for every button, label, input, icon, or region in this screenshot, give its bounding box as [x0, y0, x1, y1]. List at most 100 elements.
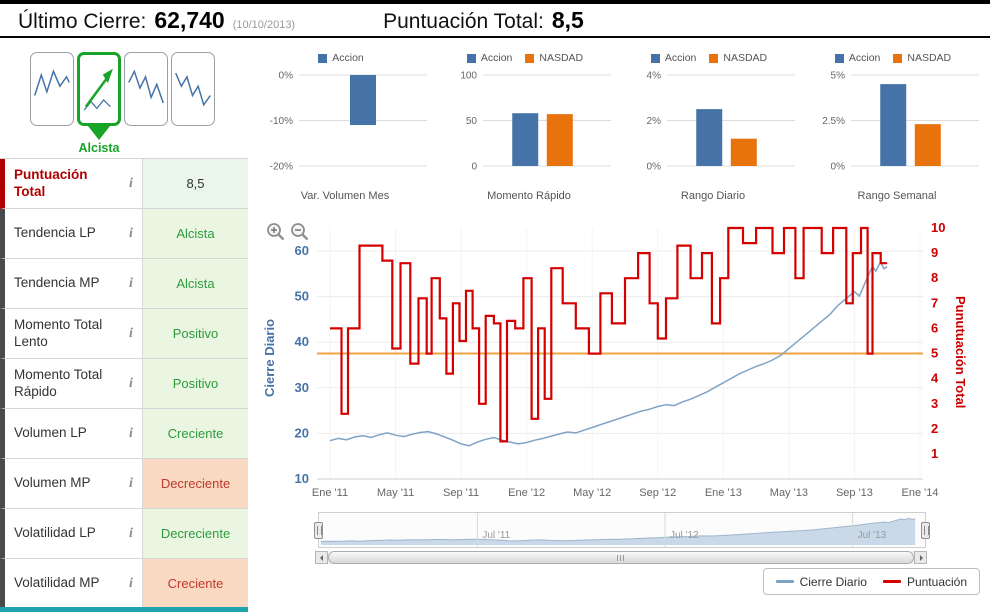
left-panel: Alcista Puntuación Total i 8,5 Tendencia… [0, 40, 248, 612]
total-score-label: Puntuación Total: [383, 9, 544, 33]
legend-item-puntuacion[interactable]: Puntuación [882, 575, 967, 589]
indicator-label: Tendencia LP [14, 225, 96, 241]
bar-chart-title: Rango Semanal [857, 190, 937, 202]
indicator-value: Alcista [142, 209, 248, 258]
scrollbar-thumb[interactable] [328, 551, 914, 564]
bar-nasdad [730, 138, 757, 166]
bar-chart-legend: Accion NASDAD [439, 50, 619, 66]
bar-chart-canvas: 100 50 0 [460, 71, 611, 173]
x-tick-label: May '13 [770, 487, 808, 499]
bar-chart-legend: Accion NASDAD [807, 50, 987, 66]
topbar: Último Cierre: 62,740 (10/10/2013) Puntu… [0, 0, 990, 38]
indicator-row-tendencia-lp: Tendencia LP i Alcista [0, 209, 248, 259]
bar-chart-canvas: 4% 2% 0% [647, 71, 795, 173]
info-icon[interactable]: i [129, 475, 133, 491]
info-icon[interactable]: i [129, 375, 133, 391]
bar-chart-title: Momento Rápido [487, 190, 571, 202]
bar-chart-title: Var. Volumen Mes [300, 190, 390, 202]
range-navigator[interactable]: Jul '11 Jul '12 Jul '13 [314, 512, 930, 548]
x-tick-label: Ene '13 [705, 487, 742, 499]
indicator-value: Alcista [142, 259, 248, 308]
bar-chart-rango-diario: Accion NASDAD 4% 2% 0% Rango Diario [623, 50, 803, 202]
navigator-line [320, 517, 916, 542]
legend-swatch-accion [466, 53, 476, 63]
bar-chart-legend: Accion NASDAD [623, 50, 803, 66]
scrollbar-track[interactable] [328, 551, 914, 564]
navigator-left-handle[interactable] [314, 522, 323, 539]
left-tick-label: 20 [295, 425, 309, 440]
bar-chart-title: Rango Diario [680, 190, 746, 202]
right-tick-label: 9 [931, 245, 938, 260]
info-icon[interactable]: i [129, 175, 133, 191]
zoom-out-button[interactable] [290, 222, 310, 242]
scrollbar-left-arrow[interactable] [315, 551, 328, 564]
indicator-row-momento-total-rapido: Momento Total Rápido i Positivo [0, 359, 248, 409]
y-tick-label: 50 [466, 116, 478, 127]
left-tick-label: 60 [295, 243, 309, 258]
indicator-value: Positivo [142, 359, 248, 408]
right-tick-label: 2 [931, 421, 938, 436]
right-tick-label: 5 [931, 346, 938, 361]
legend-item-cierre-diario[interactable]: Cierre Diario [775, 575, 867, 589]
indicator-label: Puntuación Total [14, 166, 88, 199]
indicator-table: Puntuación Total i 8,5 Tendencia LP i Al… [0, 158, 248, 609]
info-icon[interactable]: i [129, 525, 133, 541]
indicator-label: Volatilidad LP [14, 525, 96, 541]
left-tick-label: 10 [295, 471, 309, 486]
info-icon[interactable]: i [129, 575, 133, 591]
legend-label-nasdad: NASDAD [907, 52, 952, 64]
navigator-label: Jul '13 [858, 530, 887, 541]
y-tick-label: 2% [647, 116, 662, 127]
indicator-value: Creciente [142, 559, 248, 608]
right-tick-label: 3 [931, 396, 938, 411]
left-panel-bottom-strip [0, 607, 248, 612]
navigator-area [321, 518, 916, 545]
zoom-out-icon [291, 223, 308, 240]
trend-thumbnail-bullish-icon [77, 52, 121, 126]
navigator-canvas[interactable]: Jul '11 Jul '12 Jul '13 [319, 513, 925, 547]
right-axis-title: Punutuación Total [953, 296, 968, 409]
zoom-in-button[interactable] [266, 222, 286, 242]
y-tick-label: 0 [471, 162, 477, 173]
legend-label-accion: Accion [480, 52, 513, 64]
indicator-row-volatilidad-lp: Volatilidad LP i Decreciente [0, 509, 248, 559]
indicator-label: Tendencia MP [14, 275, 100, 291]
scrollbar-right-arrow[interactable] [914, 551, 927, 564]
indicator-label: Volumen MP [14, 475, 91, 491]
bar-accion [512, 113, 539, 166]
x-tick-label: Sep '13 [836, 487, 873, 499]
bar-chart-momento-rapido: Accion NASDAD 100 50 0 Momento Rápido [439, 50, 619, 202]
last-close-label: Último Cierre: [18, 9, 147, 33]
info-icon[interactable]: i [129, 225, 133, 241]
y-tick-label: 0% [831, 162, 846, 173]
indicator-value: Creciente [142, 409, 248, 458]
total-score-group: Puntuación Total: 8,5 [383, 7, 584, 34]
x-tick-label: Ene '11 [312, 487, 348, 499]
bar-chart-canvas: 0% -10% -20% [270, 71, 427, 173]
x-tick-label: Ene '12 [508, 487, 545, 499]
last-close-date: (10/10/2013) [232, 18, 296, 31]
info-icon[interactable]: i [129, 325, 133, 341]
info-icon[interactable]: i [129, 425, 133, 441]
navigator-right-handle[interactable] [921, 522, 930, 539]
trend-thumbnail-4-icon [171, 52, 215, 126]
legend-label-nasdad: NASDAD [723, 52, 768, 64]
chart-scrollbar[interactable] [315, 551, 927, 564]
trend-label: Alcista [78, 141, 120, 155]
indicator-label: Volatilidad MP [14, 575, 100, 591]
legend-label-accion: Accion [664, 52, 697, 64]
info-icon[interactable]: i [129, 275, 133, 291]
y-tick-label: -10% [270, 116, 293, 127]
main-price-score-chart[interactable]: Ene '11 May '11 Sep '11 Ene '12 May '12 Sep '… [255, 212, 990, 512]
legend-label-accion: Accion [848, 52, 881, 64]
right-tick-label: 4 [931, 371, 939, 386]
right-tick-label: 6 [931, 320, 938, 335]
chart-legend: Cierre Diario Puntuación [762, 568, 980, 595]
bar-accion [696, 109, 723, 166]
bar-chart-canvas: 5% 2.5% 0% [822, 71, 979, 173]
left-tick-label: 40 [295, 334, 309, 349]
legend-swatch-accion [650, 53, 660, 63]
legend-swatch-accion [318, 53, 328, 63]
x-tick-label: Sep '11 [443, 487, 479, 499]
